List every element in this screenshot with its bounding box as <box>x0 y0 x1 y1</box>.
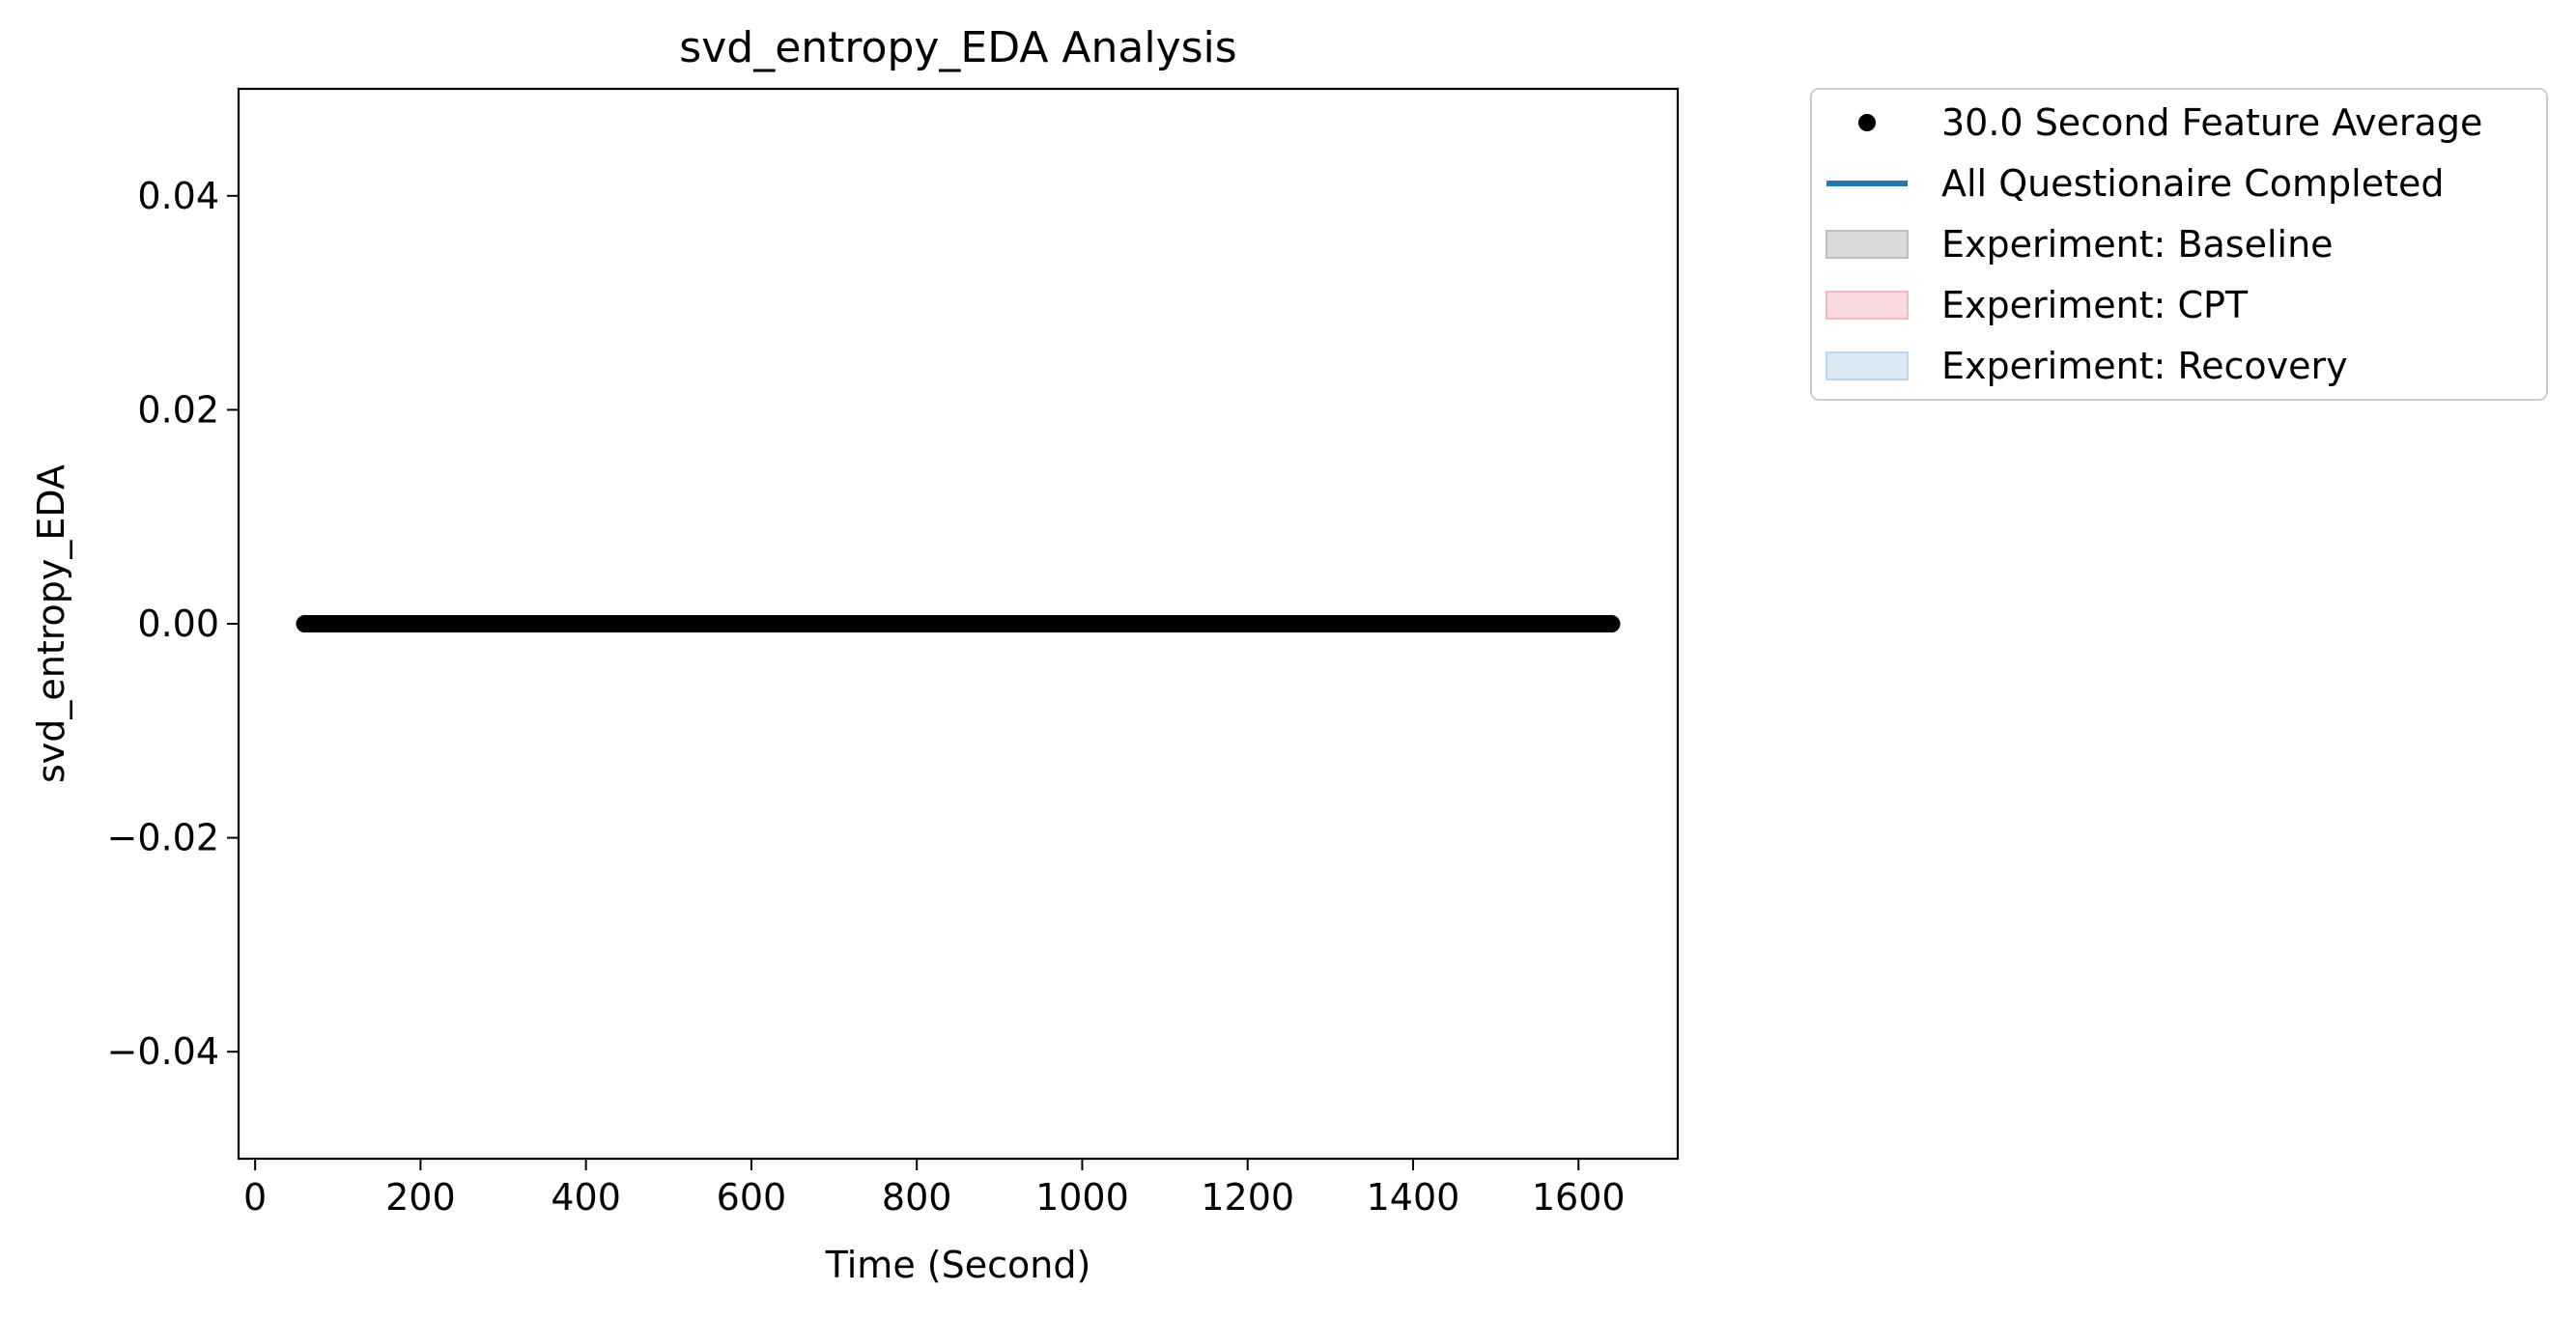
x-tick-label: 1000 <box>1035 1176 1129 1219</box>
data-point <box>1602 615 1621 632</box>
legend-item: All Questionaire Completed <box>1826 162 2445 205</box>
legend-item: Experiment: Recovery <box>1826 345 2348 387</box>
y-tick-label: −0.04 <box>107 1030 219 1073</box>
legend-label: 30.0 Second Feature Average <box>1941 101 2482 144</box>
points-layer <box>296 615 1621 632</box>
x-tick-label: 400 <box>551 1176 621 1219</box>
legend-patch <box>1826 230 1909 259</box>
x-tick-label: 0 <box>243 1176 267 1219</box>
x-tick-label: 1200 <box>1201 1176 1294 1219</box>
x-tick-label: 600 <box>717 1176 787 1219</box>
chart-title: svd_entropy_EDA Analysis <box>679 23 1236 72</box>
x-tick-label: 1400 <box>1367 1176 1460 1219</box>
y-tick-label: 0.02 <box>137 388 219 431</box>
y-tick-label: −0.02 <box>107 817 219 859</box>
legend-frame <box>1810 88 2548 401</box>
legend: 30.0 Second Feature Average All Questiona… <box>1810 88 2548 401</box>
legend-marker <box>1858 114 1876 131</box>
x-ticks: 0 200 400 600 800 1000 1200 1400 1600 <box>243 1159 1626 1219</box>
x-tick-label: 1600 <box>1532 1176 1626 1219</box>
legend-label: All Questionaire Completed <box>1941 162 2445 205</box>
x-tick-label: 800 <box>882 1176 952 1219</box>
legend-patch <box>1826 351 1909 380</box>
legend-patch <box>1826 291 1909 320</box>
x-tick-label: 200 <box>385 1176 456 1219</box>
legend-item: Experiment: CPT <box>1826 284 2249 326</box>
legend-item: Experiment: Baseline <box>1826 223 2334 266</box>
y-tick-label: 0.00 <box>137 603 219 645</box>
legend-item: 30.0 Second Feature Average <box>1858 101 2482 144</box>
legend-label: Experiment: Baseline <box>1941 223 2334 266</box>
legend-items: 30.0 Second Feature Average All Questiona… <box>1826 101 2482 387</box>
legend-label: Experiment: CPT <box>1941 284 2249 326</box>
y-ticks: 0.04 0.02 0.00 −0.02 −0.04 <box>107 175 239 1073</box>
y-tick-label: 0.04 <box>137 175 219 217</box>
y-axis-label: svd_entropy_EDA <box>30 464 72 783</box>
x-axis-label: Time (Second) <box>825 1244 1091 1286</box>
legend-label: Experiment: Recovery <box>1941 345 2348 387</box>
